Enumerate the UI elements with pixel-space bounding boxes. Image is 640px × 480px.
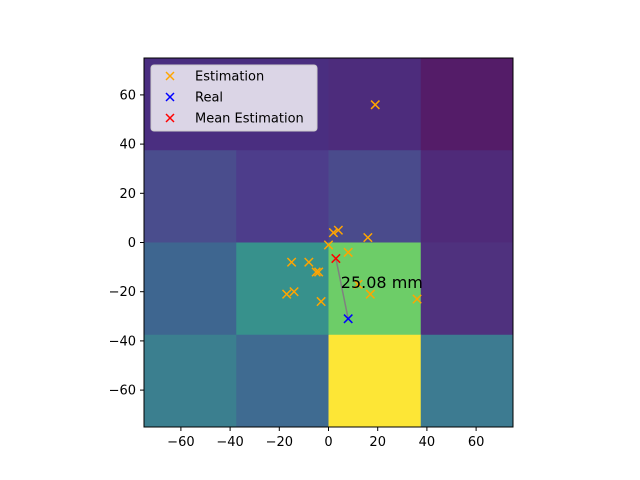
annotation-layer: 25.08 mm bbox=[341, 273, 423, 292]
heatmap-cell bbox=[236, 150, 329, 243]
x-tick-label: 20 bbox=[369, 435, 386, 450]
legend-marker-mean-estimation bbox=[165, 113, 175, 123]
heatmap-cell bbox=[328, 150, 422, 243]
distance-annotation: 25.08 mm bbox=[341, 273, 423, 292]
x-tick-label: 60 bbox=[468, 435, 485, 450]
heatmap-cell bbox=[328, 242, 422, 336]
estimation-point bbox=[333, 225, 344, 235]
estimation-point bbox=[286, 257, 297, 267]
heatmap-cell bbox=[420, 242, 514, 336]
estimation-point bbox=[323, 240, 334, 250]
y-tick-label: −60 bbox=[109, 384, 136, 399]
estimation-point bbox=[363, 232, 373, 243]
y-tick-label: 20 bbox=[119, 187, 136, 202]
real-point bbox=[343, 314, 353, 324]
x-axis-ticks: −60 −40 −20 0 20 40 60 bbox=[167, 427, 484, 450]
mean-estimation-point bbox=[331, 253, 341, 264]
x-tick-label: −60 bbox=[167, 435, 194, 450]
estimation-point bbox=[289, 286, 299, 297]
y-tick-label: −20 bbox=[109, 285, 136, 300]
legend-box bbox=[150, 64, 318, 132]
y-tick-label: 0 bbox=[128, 236, 136, 251]
heatmap-cell bbox=[420, 58, 514, 151]
heatmap-cell bbox=[420, 334, 514, 428]
estimation-point bbox=[281, 289, 292, 299]
y-tick-label: 40 bbox=[119, 138, 136, 153]
scatter-markers bbox=[281, 100, 422, 324]
x-tick-label: −20 bbox=[266, 435, 293, 450]
x-tick-label: 40 bbox=[419, 435, 436, 450]
heatmap-cell bbox=[144, 150, 237, 243]
heatmap-cell bbox=[144, 242, 237, 336]
legend-label: Real bbox=[195, 91, 223, 106]
y-tick-label: −40 bbox=[109, 334, 136, 349]
estimation-point bbox=[316, 296, 326, 307]
estimation-point bbox=[370, 100, 380, 110]
error-line-layer bbox=[335, 258, 349, 319]
legend-marker-estimation bbox=[165, 71, 175, 81]
legend-label: Mean Estimation bbox=[195, 112, 304, 127]
legend-label: Estimation bbox=[195, 70, 264, 85]
heatmap-cell bbox=[420, 150, 514, 243]
heatmap-cell bbox=[236, 334, 329, 428]
estimation-point bbox=[343, 247, 353, 258]
estimation-point bbox=[412, 294, 422, 304]
legend: Estimation Real Mean Estimation bbox=[150, 64, 318, 132]
heatmap-cell bbox=[236, 242, 329, 336]
estimation-point bbox=[313, 267, 324, 277]
heatmap-cell bbox=[144, 334, 237, 428]
heatmap-cell bbox=[328, 334, 422, 428]
estimation-point bbox=[311, 267, 321, 277]
error-line bbox=[335, 258, 349, 319]
x-tick-label: −40 bbox=[216, 435, 243, 450]
estimation-point bbox=[353, 279, 363, 290]
y-tick-label: 60 bbox=[119, 88, 136, 103]
y-axis-ticks: −60 −40 −20 0 20 40 60 bbox=[109, 88, 144, 399]
estimation-point bbox=[365, 289, 376, 299]
estimation-point bbox=[328, 227, 339, 238]
estimation-point bbox=[304, 257, 314, 267]
x-tick-label: 0 bbox=[324, 435, 332, 450]
legend-marker-real bbox=[165, 92, 175, 102]
